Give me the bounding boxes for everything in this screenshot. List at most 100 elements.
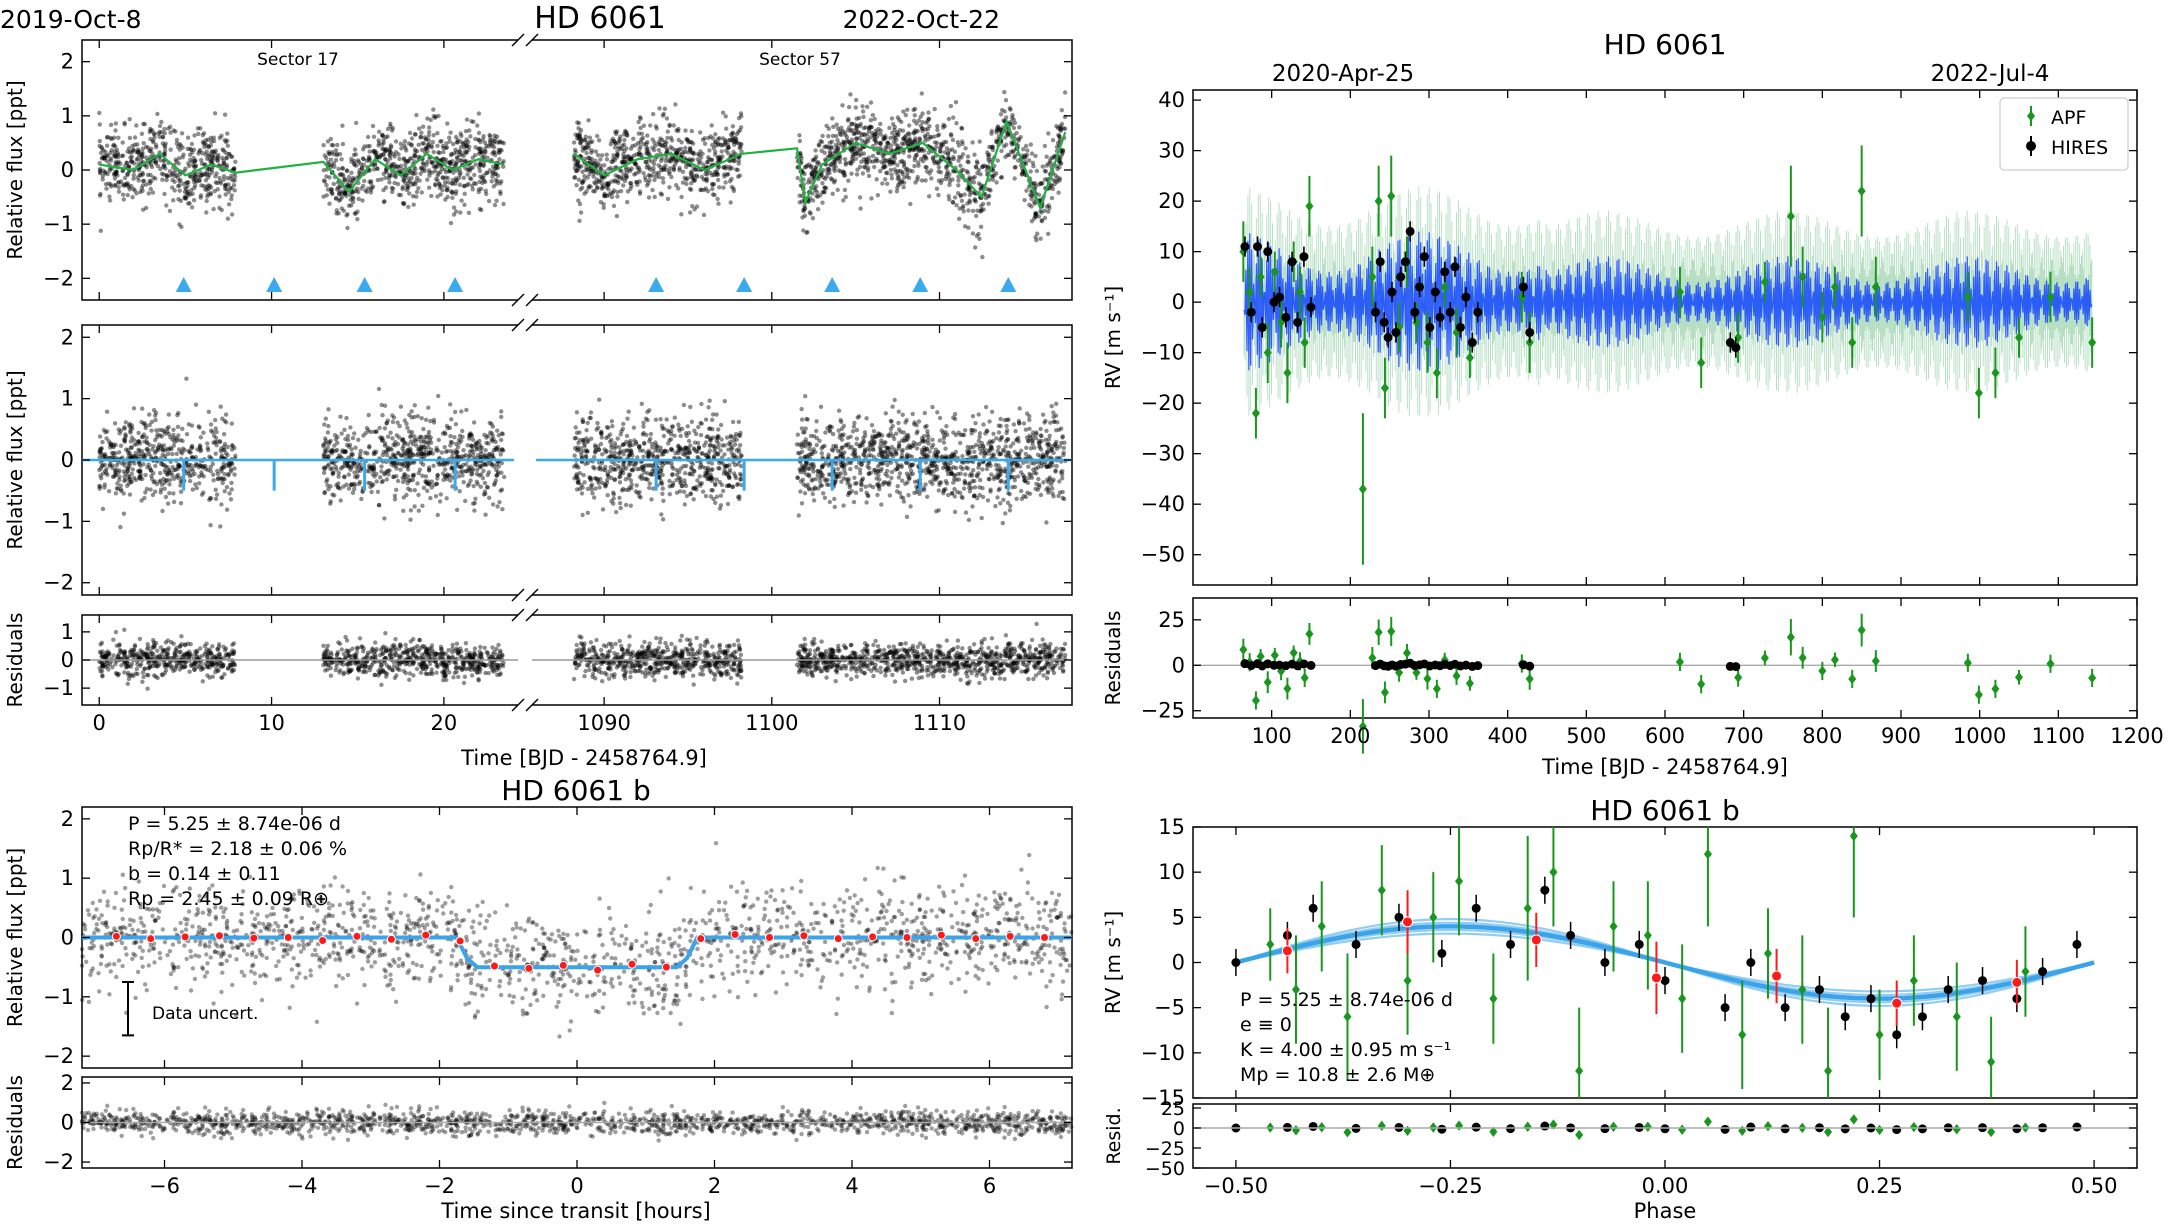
flux-point [471, 420, 477, 425]
flux-point [187, 146, 193, 151]
flux-point [421, 485, 427, 490]
flux-point [114, 147, 120, 153]
flux-point [473, 181, 479, 186]
flux-point [228, 186, 233, 191]
flux-point [177, 222, 182, 227]
flux-point [735, 167, 740, 173]
flux-point [204, 149, 209, 154]
flux-point [605, 182, 610, 187]
flux-point [491, 149, 496, 155]
flux-point [100, 173, 106, 179]
flux-point [377, 154, 383, 159]
flux-point [220, 155, 225, 161]
flux-point [151, 140, 156, 145]
flux-point [588, 410, 594, 415]
flux-point [696, 424, 701, 430]
flux-point [999, 107, 1005, 113]
flux-point [831, 160, 836, 165]
flux-point [736, 447, 741, 452]
flux-point [165, 501, 171, 506]
flux-point [350, 178, 356, 183]
flux-point [970, 231, 976, 236]
flux-point [191, 155, 196, 161]
flux-point [849, 128, 855, 133]
flux-point [623, 502, 629, 508]
flux-point [153, 160, 158, 165]
flux-point [483, 491, 488, 497]
flux-point [721, 488, 726, 494]
flux-point [105, 153, 110, 158]
flux-point [122, 122, 127, 127]
flux-point [720, 443, 725, 448]
flux-point [393, 139, 399, 144]
flux-point [589, 148, 595, 153]
flux-point [498, 191, 503, 196]
flux-point [350, 452, 355, 457]
flux-point [423, 146, 428, 151]
flux-point [208, 191, 213, 196]
flux-point [698, 159, 703, 164]
flux-point [592, 180, 597, 185]
flux-point [350, 190, 355, 195]
flux-point [835, 187, 840, 193]
flux-point [115, 160, 121, 166]
flux-point [592, 455, 597, 460]
flux-point [479, 186, 484, 191]
flux-point [679, 140, 684, 145]
flux-point [846, 178, 851, 183]
flux-point [1017, 125, 1022, 130]
flux-point [193, 402, 199, 407]
flux-point [113, 128, 118, 133]
flux-point [433, 494, 439, 499]
flux-point [698, 463, 703, 468]
flux-point [401, 156, 407, 161]
flux-point [461, 480, 466, 485]
flux-point [723, 166, 728, 171]
flux-point [919, 91, 924, 96]
flux-point [153, 417, 158, 423]
flux-point [150, 151, 155, 156]
flux-point [418, 135, 423, 140]
flux-point [380, 452, 385, 458]
flux-point [140, 406, 145, 411]
flux-point [149, 146, 154, 151]
flux-point [208, 143, 213, 148]
flux-point [179, 224, 184, 230]
flux-point [411, 181, 416, 186]
flux-point [393, 150, 399, 155]
flux-point [112, 153, 117, 159]
flux-point [1062, 90, 1068, 95]
flux-point [216, 152, 221, 158]
flux-point [158, 166, 163, 172]
flux-point [218, 524, 223, 529]
flux-point [1038, 236, 1043, 241]
flux-point [438, 139, 443, 144]
flux-point [485, 485, 490, 490]
flux-point [383, 146, 389, 152]
flux-point [227, 464, 232, 469]
flux-point [331, 161, 337, 166]
flux-point [711, 435, 716, 440]
flux-point [577, 471, 583, 476]
flux-point [334, 211, 339, 216]
flux-point [188, 192, 193, 197]
flux-point [998, 112, 1004, 117]
flux-point [144, 144, 149, 149]
flux-point [194, 179, 200, 184]
flux-point [177, 147, 182, 152]
flux-point [954, 203, 959, 208]
flux-point [583, 145, 588, 150]
flux-point [469, 472, 474, 477]
flux-point [227, 151, 232, 157]
tess-raw-ylabel: Relative flux [ppt] [3, 80, 27, 259]
flux-point [359, 496, 364, 502]
flux-point [807, 177, 812, 182]
flux-point [467, 168, 473, 173]
flux-point [417, 178, 422, 183]
flux-point [952, 195, 958, 200]
flux-point [396, 164, 401, 170]
flux-point [191, 173, 196, 178]
flux-point [121, 511, 127, 516]
flux-point [403, 162, 408, 167]
flux-point [979, 207, 984, 212]
